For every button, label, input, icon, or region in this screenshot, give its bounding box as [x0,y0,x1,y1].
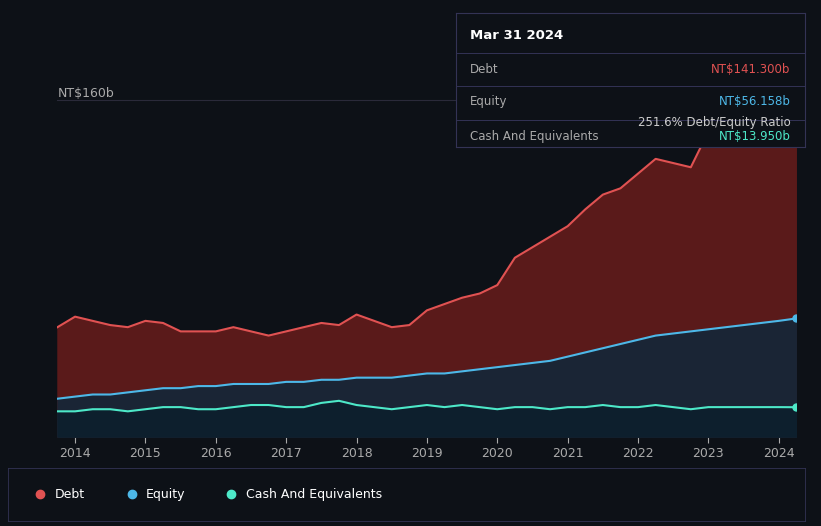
Text: Debt: Debt [54,488,85,501]
Text: Equity: Equity [146,488,186,501]
Text: NT$13.950b: NT$13.950b [718,130,791,143]
Text: Mar 31 2024: Mar 31 2024 [470,29,563,42]
Text: 251.6% Debt/Equity Ratio: 251.6% Debt/Equity Ratio [638,116,791,129]
Text: NT$160b: NT$160b [57,87,114,100]
Text: NT$141.300b: NT$141.300b [711,63,791,76]
Text: Debt: Debt [470,63,498,76]
Text: Cash And Equivalents: Cash And Equivalents [245,488,382,501]
Text: NT$0: NT$0 [57,421,90,434]
Text: Cash And Equivalents: Cash And Equivalents [470,130,599,143]
Text: NT$56.158b: NT$56.158b [718,95,791,108]
Text: Equity: Equity [470,95,507,108]
